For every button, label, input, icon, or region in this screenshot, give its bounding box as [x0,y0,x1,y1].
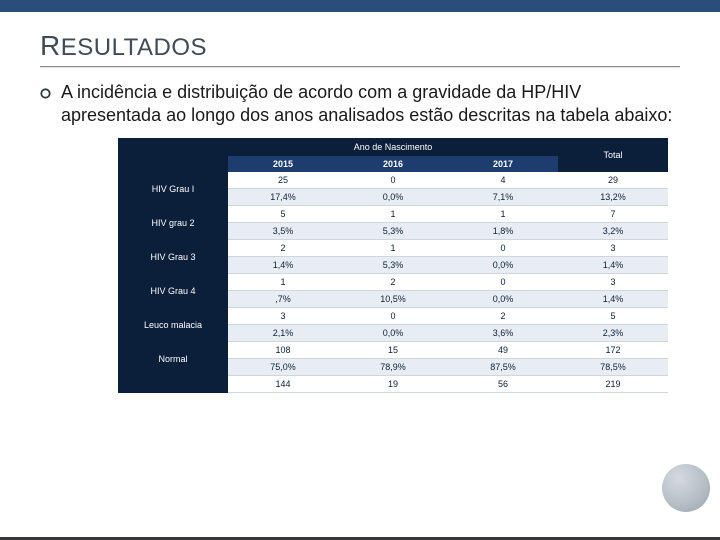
row-label: HIV Grau 4 [118,274,228,308]
table-cell: 5 [228,206,338,223]
bullet-row: A incidência e distribuição de acordo co… [40,81,680,126]
table-cell: 0,0% [448,257,558,274]
table-cell: 2,3% [558,325,668,342]
table-cell: 1 [338,206,448,223]
title-underline [40,66,680,67]
table-cell: 4 [448,172,558,189]
table-cell: 3 [558,274,668,291]
table-cell: 3 [558,240,668,257]
table-cell: 0,0% [338,325,448,342]
table-cell: 10,5% [338,291,448,308]
row-label: HIV Grau 3 [118,240,228,274]
table-cell: 172 [558,342,668,359]
table-cell: 3,2% [558,223,668,240]
table-cell: 0 [338,172,448,189]
table-cell: ,7% [228,291,338,308]
row-label: HIV grau 2 [118,206,228,240]
slide-title: RESULTADOS [40,30,680,62]
table-cell: 5,3% [338,223,448,240]
table-cell: 19 [338,376,448,393]
header-total: Total [558,138,668,172]
table-cell: 87,5% [448,359,558,376]
data-table: Ano de Nascimento Total 2015 2016 2017 H… [118,138,668,393]
table-super-header-row: Ano de Nascimento Total [118,138,668,156]
table-cell: 1 [228,274,338,291]
table-cell: 15 [338,342,448,359]
row-label: Normal [118,342,228,376]
table-cell: 0,0% [448,291,558,308]
header-year: 2016 [338,156,448,172]
table-cell: 7,1% [448,189,558,206]
slide-content: RESULTADOS A incidência e distribuição d… [0,12,720,393]
header-year: 2015 [228,156,338,172]
intro-paragraph: A incidência e distribuição de acordo co… [61,81,680,126]
table-cell: 1,8% [448,223,558,240]
table-cell: 75,0% [228,359,338,376]
table-cell: 2 [448,308,558,325]
table-cell: 1 [338,240,448,257]
title-rest: ESULTADOS [61,34,207,61]
table-row: HIV Grau I250429 [118,172,668,189]
table-cell: 108 [228,342,338,359]
table-cell: 2,1% [228,325,338,342]
table-cell: 1 [448,206,558,223]
table-row: HIV Grau 41203 [118,274,668,291]
data-table-wrap: Ano de Nascimento Total 2015 2016 2017 H… [118,138,650,393]
header-blank [118,138,228,172]
table-cell: 49 [448,342,558,359]
table-row: HIV Grau 32103 [118,240,668,257]
table-cell: 2 [338,274,448,291]
header-year: 2017 [448,156,558,172]
table-cell: 5 [558,308,668,325]
table-cell: 78,9% [338,359,448,376]
table-cell: 7 [558,206,668,223]
table-cell: 3,5% [228,223,338,240]
header-ano: Ano de Nascimento [228,138,558,156]
table-row: Normal1081549172 [118,342,668,359]
table-cell: 0 [338,308,448,325]
table-row: HIV grau 25117 [118,206,668,223]
bullet-icon [40,88,51,99]
table-cell: 29 [558,172,668,189]
table-cell: 5,3% [338,257,448,274]
table-cell: 56 [448,376,558,393]
table-cell: 2 [228,240,338,257]
table-cell: 1,4% [228,257,338,274]
table-cell: 3 [228,308,338,325]
row-label [118,376,228,393]
title-capital: R [40,30,61,61]
table-cell: 0,0% [338,189,448,206]
row-label: Leuco malacia [118,308,228,342]
table-cell: 25 [228,172,338,189]
top-accent-bar [0,0,720,12]
table-cell: 3,6% [448,325,558,342]
table-body: HIV Grau I25042917,4%0,0%7,1%13,2%HIV gr… [118,172,668,393]
table-cell: 1,4% [558,291,668,308]
table-cell: 144 [228,376,338,393]
table-cell: 0 [448,274,558,291]
decorative-sphere [662,464,710,512]
table-cell: 1,4% [558,257,668,274]
table-cell: 17,4% [228,189,338,206]
table-cell: 219 [558,376,668,393]
table-footer-row: 1441956219 [118,376,668,393]
table-row: Leuco malacia3025 [118,308,668,325]
table-cell: 78,5% [558,359,668,376]
table-cell: 13,2% [558,189,668,206]
table-cell: 0 [448,240,558,257]
row-label: HIV Grau I [118,172,228,206]
